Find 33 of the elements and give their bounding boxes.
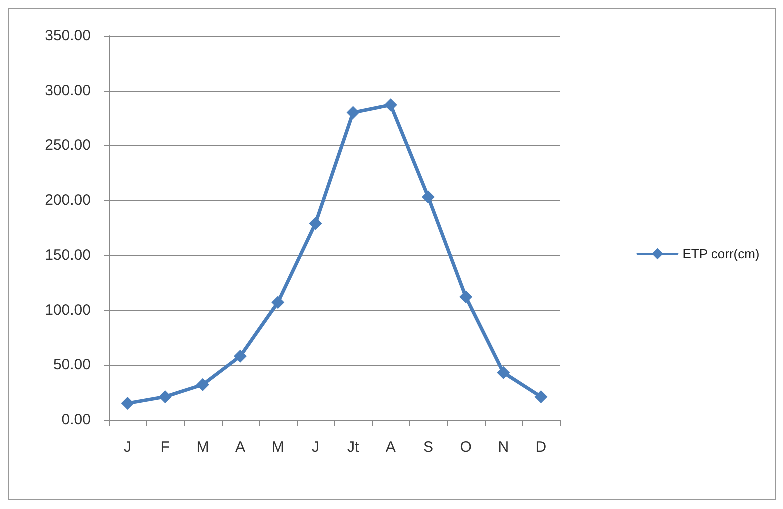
x-tick-label: J [124,439,132,456]
x-tick-label: A [386,439,396,456]
point [158,390,172,404]
y-tick-label: 0.00 [62,412,91,428]
y-tick-label: 200.00 [45,192,91,210]
x-tick-label: J [312,439,320,456]
point [422,190,435,204]
y-tick-label: 50.00 [53,356,91,374]
x-tick-label: A [236,439,246,456]
point [384,98,398,112]
point [346,106,360,120]
y-tick-label: 350.00 [45,28,91,44]
point [196,378,210,392]
x-tick-label: O [460,439,472,456]
point [497,366,510,380]
point [234,350,248,363]
point [121,397,134,410]
legend-label: ETP corr(cm) [682,246,760,262]
y-tick-label: 250.00 [45,137,91,154]
x-tick-label: M [272,439,284,456]
x-tick-label: S [423,439,434,456]
x-tick-label: F [160,439,170,456]
point [534,390,548,404]
y-tick-label: 150.00 [45,246,91,264]
x-tick-label: M [196,439,210,456]
x-tick-label: D [536,439,547,456]
point [272,296,285,310]
y-tick-label: 300.00 [45,82,91,100]
y-tick-label: 100.00 [45,302,91,319]
point [460,290,473,304]
x-tick-label: Jt [347,439,360,456]
x-tick-label: N [498,439,510,456]
point [309,217,322,230]
